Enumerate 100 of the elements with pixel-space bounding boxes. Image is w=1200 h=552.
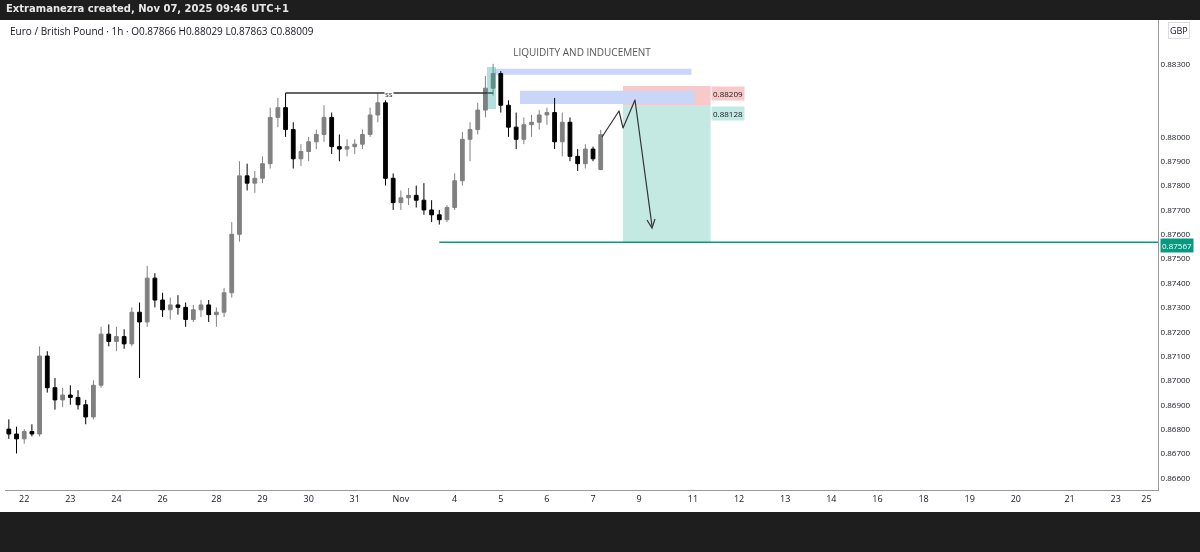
candlestick [483,75,488,118]
candlestick [190,304,196,323]
candlestick [444,204,450,223]
candlestick [167,297,173,321]
candlestick [283,92,288,138]
candlestick [321,104,327,143]
candlestick [275,97,281,128]
candlestick [567,116,573,162]
x-tick-label: 5 [498,491,504,505]
y-tick-label: 0.87200 [1160,325,1191,337]
x-tick-label: 22 [19,491,30,505]
candlestick [60,387,66,408]
candlestick [44,350,50,394]
x-tick-label: 12 [733,491,745,505]
y-tick-label: 0.87500 [1160,252,1191,264]
candlestick [559,112,565,157]
x-tick-label: 9 [636,491,642,505]
candlestick [29,423,35,437]
candlestick [229,221,235,299]
candlestick [406,187,411,206]
candlestick [152,272,158,308]
y-tick-label: 0.87600 [1160,228,1191,240]
candlestick [21,428,27,445]
candlestick [459,131,465,187]
x-tick-label: 23 [65,491,76,505]
candlestick [582,143,588,170]
candlestick [336,133,342,162]
candlestick [598,129,604,171]
candlestick [144,265,150,328]
candlestick [536,109,542,131]
y-tick-label: 0.87000 [1160,374,1191,386]
candlestick [160,292,165,318]
candlestick [98,326,104,389]
candlestick [360,129,365,150]
y-tick-label: 0.86800 [1160,422,1191,434]
candlestick [83,399,89,425]
candlestick [498,70,504,114]
candlestick [421,182,427,216]
candlestick [513,112,519,150]
candlestick [475,102,481,135]
x-tick-label: 13 [780,491,791,505]
x-tick-label: 6 [544,491,550,505]
candlestick [375,92,381,123]
candlestick [221,287,227,318]
candlestick [298,143,304,167]
x-tick-label: 31 [349,491,360,505]
candlestick [436,209,442,226]
x-tick-label: 18 [918,491,929,505]
text: Extramanezra created, Nov 07, 2025 09:46 UTC+1 [6,3,289,14]
candlestick [37,345,42,437]
y-tick-label: 0.87300 [1160,301,1191,313]
candlestick [252,170,258,194]
candlestick [137,301,142,379]
y-tick-label: 0.88300 [1160,57,1191,69]
candlestick [429,199,434,223]
x-tick-label: 16 [872,491,883,505]
band-label: 0.88128 [713,108,743,119]
x-tick-label: 30 [303,491,314,505]
candlestick [198,299,204,318]
candlestick [575,148,581,172]
candlestick [129,306,135,347]
candlestick [506,99,511,138]
candlestick [344,138,350,157]
ref-line-label: 0.87567 [1162,240,1192,251]
candlestick [390,172,396,211]
x-tick-label: 19 [964,491,975,505]
y-tick-label: 0.86900 [1160,398,1191,410]
candlestick [206,299,212,323]
candlestick [552,97,557,150]
x-tick-label: 23 [1110,491,1121,505]
candlestick [383,99,388,187]
y-tick-label: 0.87900 [1160,155,1191,167]
x-tick-label: 24 [111,491,122,505]
x-tick-label: 14 [826,491,837,505]
candlestick [67,384,73,406]
candlestick [121,328,127,350]
candlestick [260,155,265,184]
candlestick [214,306,219,328]
y-tick-label: 0.87800 [1160,179,1191,191]
x-tick-label: 11 [687,491,699,505]
candlestick [398,189,404,211]
candlestick [413,185,419,209]
x-tick-label: 4 [452,491,458,505]
candlestick [352,138,358,155]
y-tick-label: 0.87100 [1160,349,1191,361]
candlestick [183,301,189,328]
x-tick-label: Nov [392,491,410,505]
ref-line-label: ss [385,88,393,99]
y-axis-title: GBP [1170,24,1188,37]
y-tick-label: 0.88000 [1160,130,1191,142]
candlestick [306,136,312,162]
candlestick [237,160,242,243]
candlestick [329,112,335,155]
band-label: 0.88209 [713,88,743,99]
y-tick-label: 0.86700 [1160,447,1191,459]
candlestick [106,323,112,347]
candlestick [114,326,119,352]
x-tick-label: 26 [157,491,168,505]
candlestick [313,129,319,150]
x-tick-label: 20 [1010,491,1021,505]
